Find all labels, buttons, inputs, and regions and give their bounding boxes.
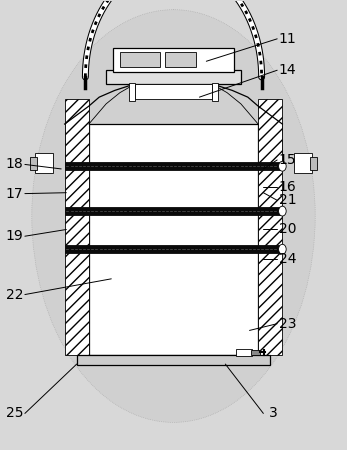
Bar <box>258 99 282 169</box>
Bar <box>212 83 218 101</box>
Bar <box>65 162 282 170</box>
Bar <box>30 157 37 170</box>
Circle shape <box>279 206 286 216</box>
Bar <box>295 153 312 173</box>
Bar <box>135 84 212 99</box>
Bar <box>129 83 135 101</box>
Bar <box>65 207 282 215</box>
Text: 18: 18 <box>6 158 23 171</box>
Bar <box>165 52 196 67</box>
Text: 17: 17 <box>6 187 23 201</box>
Circle shape <box>279 161 286 171</box>
Text: 22: 22 <box>6 288 23 302</box>
Text: 11: 11 <box>279 32 296 46</box>
Ellipse shape <box>32 9 315 423</box>
Text: 21: 21 <box>279 194 296 207</box>
Bar <box>258 124 282 355</box>
Text: 15: 15 <box>279 153 296 167</box>
Bar <box>77 355 270 365</box>
Bar <box>120 52 160 67</box>
Bar <box>236 349 252 356</box>
Bar <box>89 124 258 355</box>
Bar <box>113 48 234 72</box>
Bar <box>65 99 89 169</box>
Text: 19: 19 <box>6 229 23 243</box>
Circle shape <box>279 244 286 254</box>
Bar <box>35 153 52 173</box>
Bar <box>65 124 89 355</box>
Text: 23: 23 <box>279 317 296 331</box>
Text: 14: 14 <box>279 63 296 77</box>
Text: 20: 20 <box>279 222 296 237</box>
Bar <box>310 157 317 170</box>
Text: 25: 25 <box>6 406 23 420</box>
Bar <box>65 245 282 253</box>
Text: 24: 24 <box>279 252 296 266</box>
Bar <box>106 70 241 84</box>
Text: 3: 3 <box>269 406 278 420</box>
Text: 16: 16 <box>279 180 296 194</box>
Bar <box>251 350 260 355</box>
